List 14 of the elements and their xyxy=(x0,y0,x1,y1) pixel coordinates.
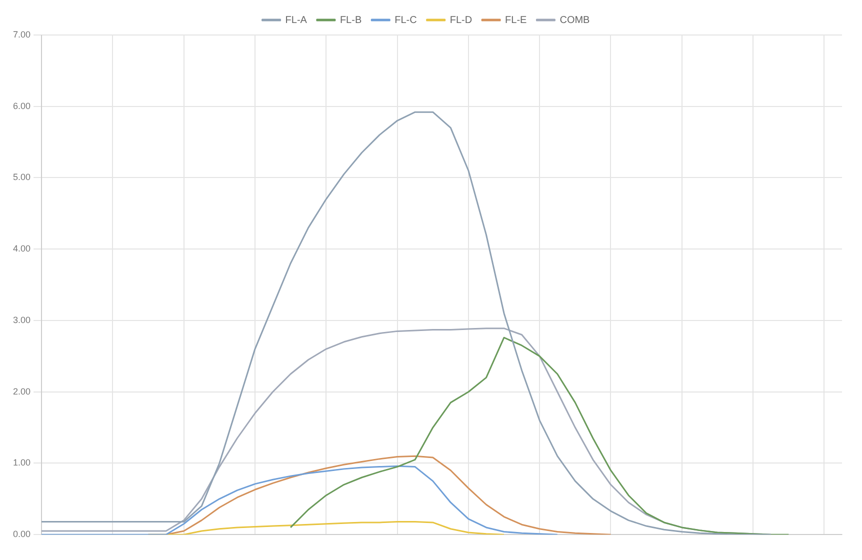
y-tick-label: 0.00 xyxy=(12,529,31,540)
legend-label: FL-C xyxy=(394,14,417,26)
y-tick-label: 1.00 xyxy=(12,458,31,468)
legend-label: FL-E xyxy=(505,14,528,26)
y-tick-label: 3.00 xyxy=(12,314,31,325)
legend-label: FL-B xyxy=(340,14,362,26)
y-tick-label: 7.00 xyxy=(12,29,31,40)
y-tick-label: 6.00 xyxy=(12,100,31,111)
legend-label: FL-A xyxy=(285,14,308,26)
y-tick-label: 4.00 xyxy=(12,244,31,254)
legend-label: COMB xyxy=(560,14,590,26)
legend-label: FL-D xyxy=(450,14,472,26)
y-tick-label: 5.00 xyxy=(12,172,31,182)
y-tick-label: 2.00 xyxy=(12,386,31,396)
